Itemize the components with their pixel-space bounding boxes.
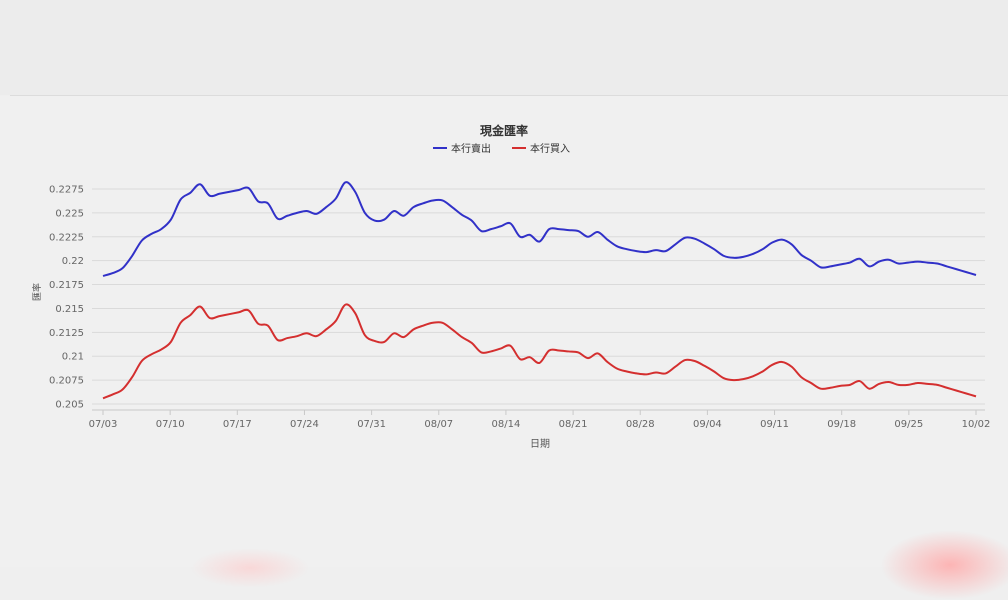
x-tick-label: 07/03 <box>89 419 118 430</box>
exchange-rate-chart: 0.205 0.2075 0.21 0.2125 0.215 0.2175 0.22 0.22… <box>31 123 991 450</box>
y-tick-label: 0.22 <box>62 256 84 267</box>
series-line-buy[interactable] <box>102 303 977 400</box>
series-lines <box>102 181 977 400</box>
x-tick-label: 08/21 <box>559 419 588 430</box>
top-band <box>0 0 1008 95</box>
x-tick-label: 08/14 <box>492 419 521 430</box>
y-axis-ticks: 0.205 0.2075 0.21 0.2125 0.215 0.2175 0.22 0.22… <box>49 185 84 411</box>
y-tick-label: 0.21 <box>62 352 84 363</box>
x-tick-label: 09/25 <box>894 419 923 430</box>
y-tick-label: 0.215 <box>55 304 84 315</box>
y-tick-label: 0.2225 <box>49 232 84 243</box>
y-tick-label: 0.2075 <box>49 376 84 387</box>
legend[interactable]: 本行賣出 本行買入 <box>433 142 570 155</box>
chart-title: 現金匯率 <box>480 123 528 138</box>
legend-label: 本行買入 <box>530 142 570 155</box>
x-tick-label: 09/18 <box>827 419 856 430</box>
legend-item-buy[interactable]: 本行買入 <box>512 142 570 155</box>
x-tick-label: 08/28 <box>626 419 655 430</box>
x-tick-label: 07/10 <box>156 419 185 430</box>
x-tick-label: 07/24 <box>290 419 319 430</box>
y-tick-label: 0.225 <box>55 208 84 219</box>
y-tick-label: 0.2275 <box>49 185 84 196</box>
chart-panel <box>0 96 1008 567</box>
legend-item-sell[interactable]: 本行賣出 <box>433 142 491 155</box>
x-tick-label: 10/02 <box>962 419 991 430</box>
series-line-sell[interactable] <box>102 181 977 277</box>
x-tick-label: 09/04 <box>693 419 722 430</box>
y-tick-label: 0.2175 <box>49 280 84 291</box>
legend-label: 本行賣出 <box>451 142 491 155</box>
x-tick-label: 08/07 <box>424 419 453 430</box>
header-divider <box>10 95 1008 96</box>
x-tick-label: 07/31 <box>357 419 386 430</box>
x-axis-ticks: 07/03 07/10 07/17 07/24 07/31 08/07 08/14 08/21… <box>89 410 991 430</box>
y-tick-label: 0.2125 <box>49 328 84 339</box>
y-tick-label: 0.205 <box>55 400 84 411</box>
x-tick-label: 07/17 <box>223 419 252 430</box>
y-axis-label: 匯率 <box>31 283 43 301</box>
x-tick-label: 09/11 <box>760 419 789 430</box>
grid-lines <box>92 188 985 405</box>
x-axis-label: 日期 <box>530 438 550 450</box>
